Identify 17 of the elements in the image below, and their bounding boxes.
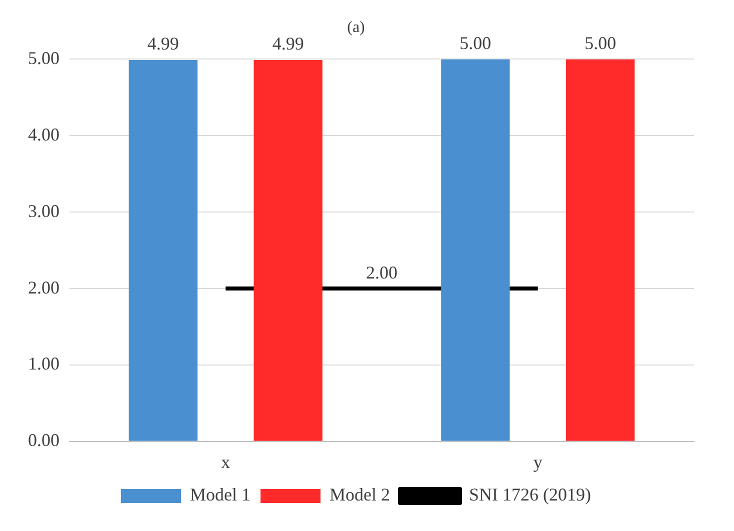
x-tick-label: x [221, 452, 230, 472]
y-tick-label: 5.00 [28, 48, 60, 68]
x-tick-label: y [533, 452, 542, 472]
legend-label: Model 2 [330, 484, 390, 505]
data-label: 4.99 [272, 34, 304, 54]
annotation: 2.00 [366, 262, 398, 282]
y-tick-label: 2.00 [28, 277, 60, 298]
data-label: 4.99 [147, 34, 179, 54]
legend-label: Model 1 [190, 484, 251, 505]
legend-label: SNI 1726 (2019) [469, 484, 591, 505]
y-tick-label: 3.00 [28, 200, 60, 221]
data-label: 5.00 [460, 32, 492, 53]
y-tick-label: 1.00 [28, 354, 60, 374]
data-label: 5.00 [584, 32, 616, 53]
y-tick-label: 0.00 [28, 430, 60, 450]
chart-title: (a) [347, 18, 365, 36]
y-tick-label: 4.00 [28, 124, 60, 144]
